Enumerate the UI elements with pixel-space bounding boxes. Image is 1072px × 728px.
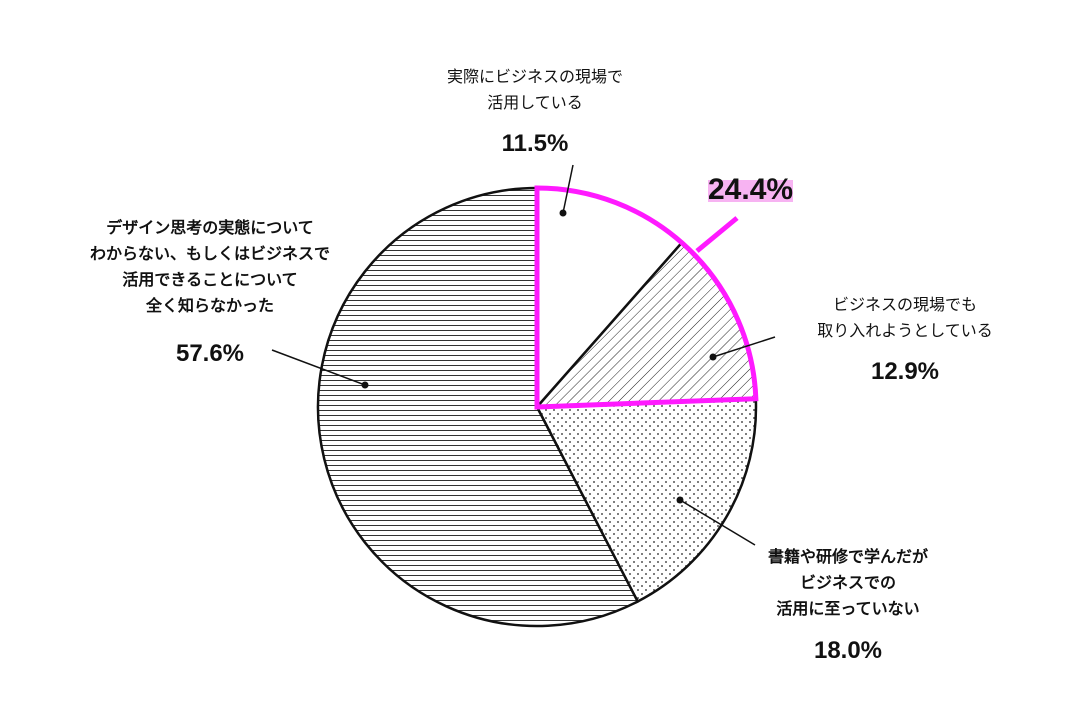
leader-dot (676, 496, 684, 504)
value-label: 11.5% (501, 130, 569, 157)
leader-line (679, 499, 756, 546)
slice-label: 書籍や研修で学んだが ビジネスでの 活用に至っていない (767, 547, 928, 618)
pie-slice (534, 397, 758, 604)
pie-slice (316, 186, 640, 628)
value-label: 57.6% (175, 340, 245, 367)
value-label: 18.0% (813, 637, 883, 664)
leader-line (271, 349, 366, 386)
slice-label: 実際にビジネスの現場で 活用している (446, 67, 623, 112)
leader-dot (559, 209, 567, 217)
leader-line (562, 164, 574, 214)
highlight-leader (695, 216, 739, 253)
leader-dot (361, 381, 369, 389)
highlight-label: 24.4% (708, 173, 794, 207)
value-label: 12.9% (870, 358, 940, 385)
slice-label: デザイン思考の実態について わからない、もしくはビジネスで 活用できることについ… (89, 218, 330, 315)
leader-dot (709, 353, 717, 361)
leader-line (712, 336, 776, 358)
slice-label: ビジネスの現場でも 取り入れようとしている (817, 295, 993, 340)
highlight-outline (534, 185, 759, 410)
